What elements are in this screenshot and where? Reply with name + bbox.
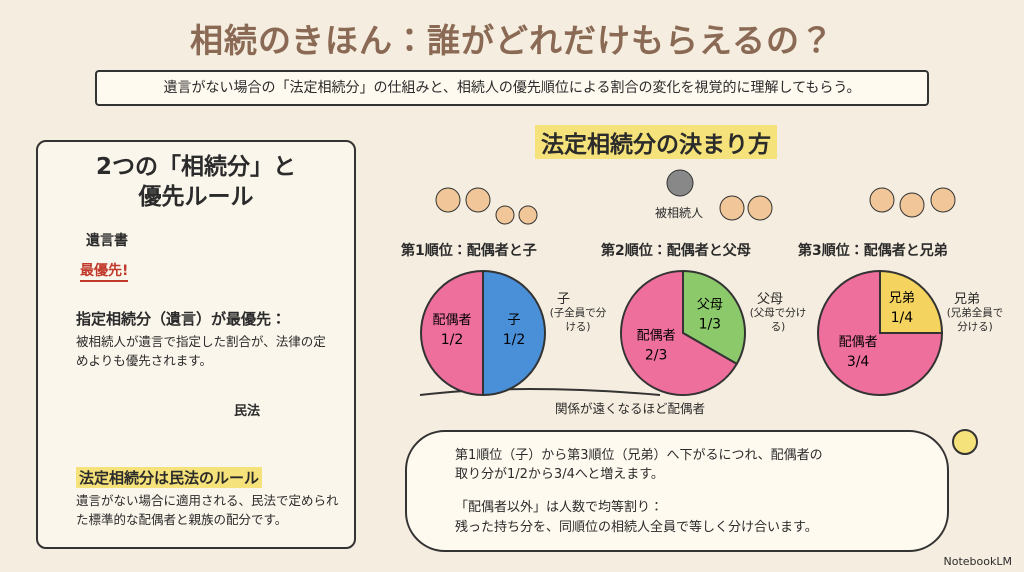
book-label: 民法 xyxy=(234,404,261,419)
section-heading: 指定相続分（遺言）が最優先： xyxy=(76,310,287,328)
slice-name: 子 xyxy=(507,313,520,328)
decedent-label: 被相続人 xyxy=(655,206,704,220)
flow-arrow xyxy=(419,388,661,396)
pie-slice xyxy=(817,269,944,396)
family-icons xyxy=(435,187,956,225)
summary-heading: 「配偶者以外」は人数で均等割り： xyxy=(455,500,664,515)
pie-slice xyxy=(420,269,484,397)
pie-slice xyxy=(620,269,739,396)
slice-label: 1/2 xyxy=(441,332,464,348)
slice-name: 配偶者 xyxy=(637,329,676,344)
bulb-icon xyxy=(952,429,978,455)
slice-label: 2/3 xyxy=(645,348,668,364)
left-panel: 2つの「相続分」と 優先ルール 遺言書 最優先! 指定相続分（遺言）が最優先： … xyxy=(36,140,356,549)
slice-name: 配偶者 xyxy=(839,335,878,350)
section-body: 遺言がない場合に適用される、民法で定められた標準的な配偶者と親族の配分です。 xyxy=(76,493,339,527)
doc-tag: 最優先! xyxy=(80,260,129,282)
pie-heading: 第3順位：配偶者と兄弟 xyxy=(798,243,948,259)
outside-name: 父母 xyxy=(757,292,784,307)
section-body: 被相続人が遺言で指定した割合が、法律の定めよりも優先されます。 xyxy=(76,334,326,368)
summary-body: 残った持ち分を、同順位の相続人全員で等しく分け合います。 xyxy=(455,520,818,535)
title-line: 2つの「相続分」と xyxy=(95,154,296,180)
outside-note: (子全員で分ける) xyxy=(549,307,607,333)
summary-bubble: 第1順位（子）から第3順位（兄弟）へ下がるにつれ、配偶者の取り分が1/2から3/… xyxy=(405,430,949,552)
slice-name: 兄弟 xyxy=(889,291,915,306)
doc-label: 遺言書 xyxy=(86,233,128,249)
pie-slice xyxy=(482,269,546,397)
outside-name: 子 xyxy=(557,292,571,307)
outside-note: (兄弟全員で分ける) xyxy=(946,307,1004,333)
decedent-icon xyxy=(666,169,694,197)
pie-heading: 第2順位：配偶者と父母 xyxy=(601,243,751,259)
subtitle: 遺言がない場合の「法定相続分」の仕組みと、相続人の優先順位による割合の変化を視覚… xyxy=(95,70,929,106)
section-title: 法定相続分の決まり方 xyxy=(535,125,777,159)
pie-slice xyxy=(682,269,746,366)
outside-note: (父母で分ける) xyxy=(749,307,807,333)
slice-name: 父母 xyxy=(697,297,723,312)
section-heading: 法定相続分は民法のルール xyxy=(76,467,263,488)
slice-label: 1/4 xyxy=(891,310,914,326)
title-line: 優先ルール xyxy=(138,184,254,210)
outside-name: 兄弟 xyxy=(954,292,981,307)
summary-point: 第1順位（子）から第3順位（兄弟）へ下がるにつれ、配偶者の取り分が1/2から3/… xyxy=(455,448,823,482)
slice-name: 配偶者 xyxy=(432,313,471,328)
slice-label: 1/2 xyxy=(503,332,526,348)
pie-heading: 第1順位：配偶者と子 xyxy=(401,243,537,259)
brand: NotebookLM xyxy=(943,555,1012,568)
slice-label: 3/4 xyxy=(847,354,870,370)
slice-label: 1/3 xyxy=(699,316,722,332)
title: 相続のきほん：誰がどれだけもらえるの？ xyxy=(189,21,835,60)
panel-title: 2つの「相続分」と 優先ルール xyxy=(38,152,354,212)
pie-slice xyxy=(879,269,944,334)
caption: 関係が遠くなるほど配偶者 xyxy=(555,401,706,416)
